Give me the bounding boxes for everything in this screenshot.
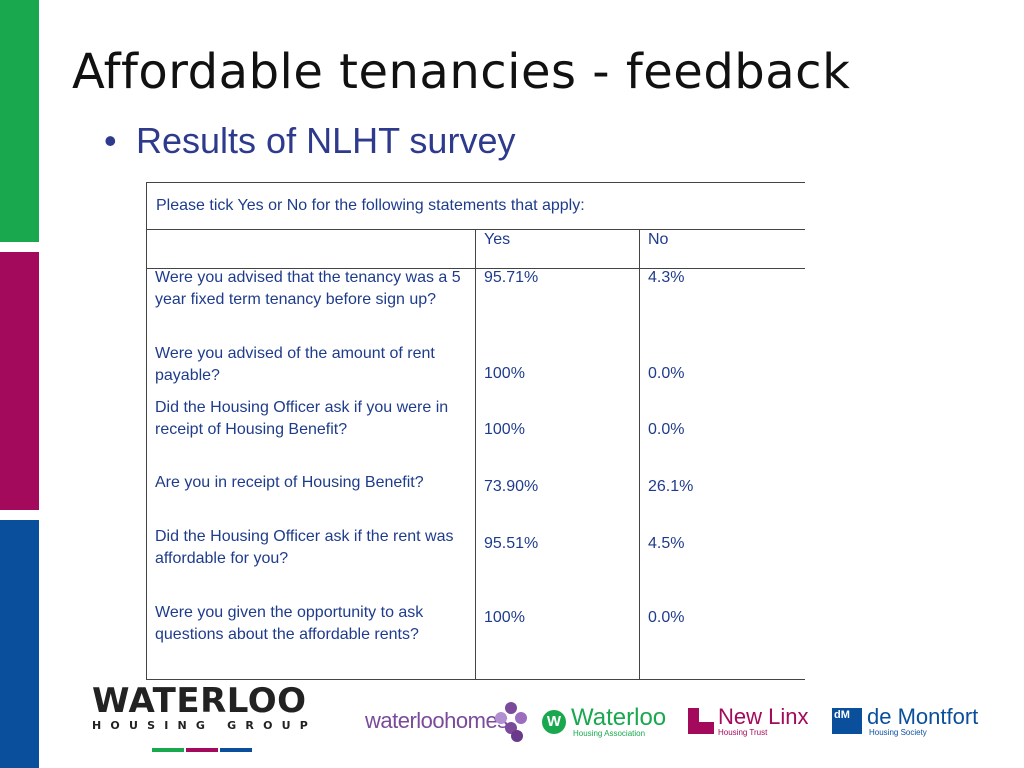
table-row-no: 0.0% (648, 609, 685, 626)
waterloo-homes-logo: waterloohomes (365, 700, 530, 744)
dm-mark-icon: dM (832, 708, 862, 734)
table-row-question: Did the Housing Officer ask if you were … (155, 399, 449, 438)
waterloo-housing-group-logo: WATERLOO HOUSING GROUP (92, 681, 318, 752)
logo-name: Waterloo (571, 704, 667, 731)
survey-table: Please tick Yes or No for the following … (146, 182, 805, 680)
left-strip-maroon (0, 252, 39, 510)
table-row-no: 4.5% (648, 535, 685, 552)
table-instruction-row: Please tick Yes or No for the following … (147, 183, 805, 230)
logo-name: de Montfort (867, 704, 979, 729)
new-linx-logo: New Linx Housing Trust (688, 704, 816, 746)
table-row-yes: 100% (484, 421, 525, 438)
w-mark-icon: W (542, 710, 566, 734)
strip-gap (0, 242, 39, 252)
table-row-question: Were you advised that the tenancy was a … (155, 269, 461, 308)
bullet-icon: • (104, 120, 117, 161)
table-row-no: 0.0% (648, 365, 685, 382)
logo-subtitle: Housing Trust (718, 728, 768, 737)
waterloo-housing-association-logo: W Waterloo Housing Association (542, 704, 672, 744)
table-row-question: Were you given the opportunity to ask qu… (155, 604, 424, 643)
logo-name: New Linx (718, 704, 809, 729)
logo-color-bars (152, 739, 316, 752)
flower-icon (495, 702, 527, 742)
table-row-question: Are you in receipt of Housing Benefit? (155, 474, 424, 491)
table-row-question: Were you advised of the amount of rent p… (155, 345, 435, 384)
column-divider (475, 230, 476, 679)
table-row-question: Did the Housing Officer ask if the rent … (155, 528, 454, 567)
new-linx-mark-cutout (699, 708, 714, 722)
column-header-no: No (648, 231, 669, 248)
bullet-text: Results of NLHT survey (136, 120, 516, 161)
table-row-yes: 73.90% (484, 478, 539, 495)
table-row-no: 0.0% (648, 421, 685, 438)
strip-gap (0, 510, 39, 520)
table-instruction: Please tick Yes or No for the following … (156, 197, 585, 214)
table-row-yes: 100% (484, 365, 525, 382)
table-row-yes: 95.71% (484, 269, 539, 286)
logo-name: waterloohomes (365, 708, 508, 733)
column-header-yes: Yes (484, 231, 511, 248)
slide-title: Affordable tenancies - feedback (72, 44, 851, 100)
logo-subtitle: HOUSING GROUP (92, 719, 318, 732)
table-row-yes: 95.51% (484, 535, 539, 552)
table-row-no: 4.3% (648, 269, 685, 286)
column-divider (639, 230, 640, 679)
logo-name: WATERLOO (92, 681, 307, 721)
table-column-header-row (147, 230, 805, 269)
table-row-yes: 100% (484, 609, 525, 626)
logo-subtitle: Housing Association (573, 729, 646, 738)
bullet-item: • Results of NLHT survey (104, 120, 515, 162)
logo-subtitle: Housing Society (869, 728, 927, 737)
table-row-no: 26.1% (648, 478, 694, 495)
de-montfort-logo: dM de Montfort Housing Society (832, 704, 1002, 746)
left-strip-blue (0, 520, 39, 768)
left-strip-green (0, 0, 39, 242)
